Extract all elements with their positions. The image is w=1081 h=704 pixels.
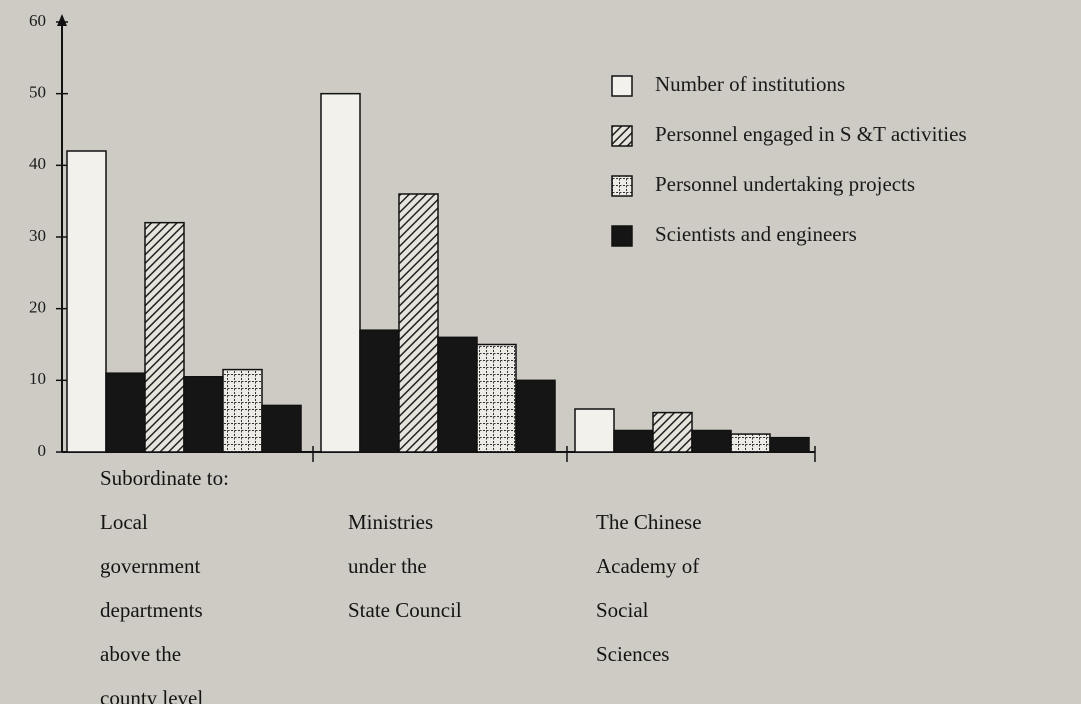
bar xyxy=(574,408,615,453)
y-tick-label: 60 xyxy=(29,11,46,30)
y-tick-label: 30 xyxy=(29,226,46,245)
bar xyxy=(515,379,556,453)
bar xyxy=(359,329,400,453)
bar xyxy=(652,411,693,453)
x-tick-label: The Chinese Academy of Social Sciences xyxy=(596,510,702,666)
y-axis-arrow xyxy=(57,14,67,26)
legend-swatch xyxy=(611,175,633,197)
legend-label: Personnel engaged in S &T activities xyxy=(655,122,967,146)
bar xyxy=(222,368,263,453)
bar xyxy=(691,429,732,453)
y-tick-label: 0 xyxy=(38,441,47,460)
bar xyxy=(105,372,146,453)
bar xyxy=(613,429,654,453)
legend-swatch xyxy=(611,225,633,247)
bar xyxy=(730,433,771,453)
legend-swatch xyxy=(611,125,633,147)
bar xyxy=(476,343,517,453)
y-tick-label: 50 xyxy=(29,83,46,102)
bar xyxy=(183,376,224,453)
legend-swatch xyxy=(611,75,633,97)
legend-label: Personnel undertaking projects xyxy=(655,172,915,196)
bar xyxy=(769,436,810,453)
bar xyxy=(66,150,107,453)
bar xyxy=(398,193,439,453)
bar xyxy=(437,336,478,453)
legend-label: Number of institutions xyxy=(655,72,845,96)
x-tick-label: Local government departments above the c… xyxy=(100,510,204,704)
y-tick-label: 10 xyxy=(29,369,46,388)
x-tick-label: Ministries under the State Council xyxy=(348,510,462,622)
y-tick-label: 40 xyxy=(29,154,46,173)
x-axis-label: Subordinate to: xyxy=(100,466,229,490)
legend-label: Scientists and engineers xyxy=(655,222,857,246)
bar xyxy=(261,404,302,453)
bar xyxy=(144,221,185,453)
y-tick-label: 20 xyxy=(29,298,46,317)
bar xyxy=(320,92,361,453)
